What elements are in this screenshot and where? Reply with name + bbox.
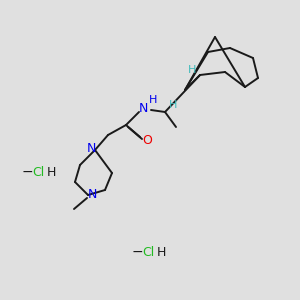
Text: O: O <box>142 134 152 148</box>
Text: N: N <box>87 188 97 200</box>
Text: H: H <box>169 100 177 110</box>
Text: H: H <box>156 245 166 259</box>
Text: −: − <box>21 165 33 179</box>
Text: N: N <box>86 142 96 154</box>
Text: H: H <box>188 65 196 75</box>
Text: −: − <box>131 245 143 259</box>
Text: Cl: Cl <box>142 245 154 259</box>
Text: H: H <box>46 166 56 178</box>
Text: H: H <box>149 95 157 105</box>
Text: Cl: Cl <box>32 166 44 178</box>
Text: N: N <box>138 101 148 115</box>
